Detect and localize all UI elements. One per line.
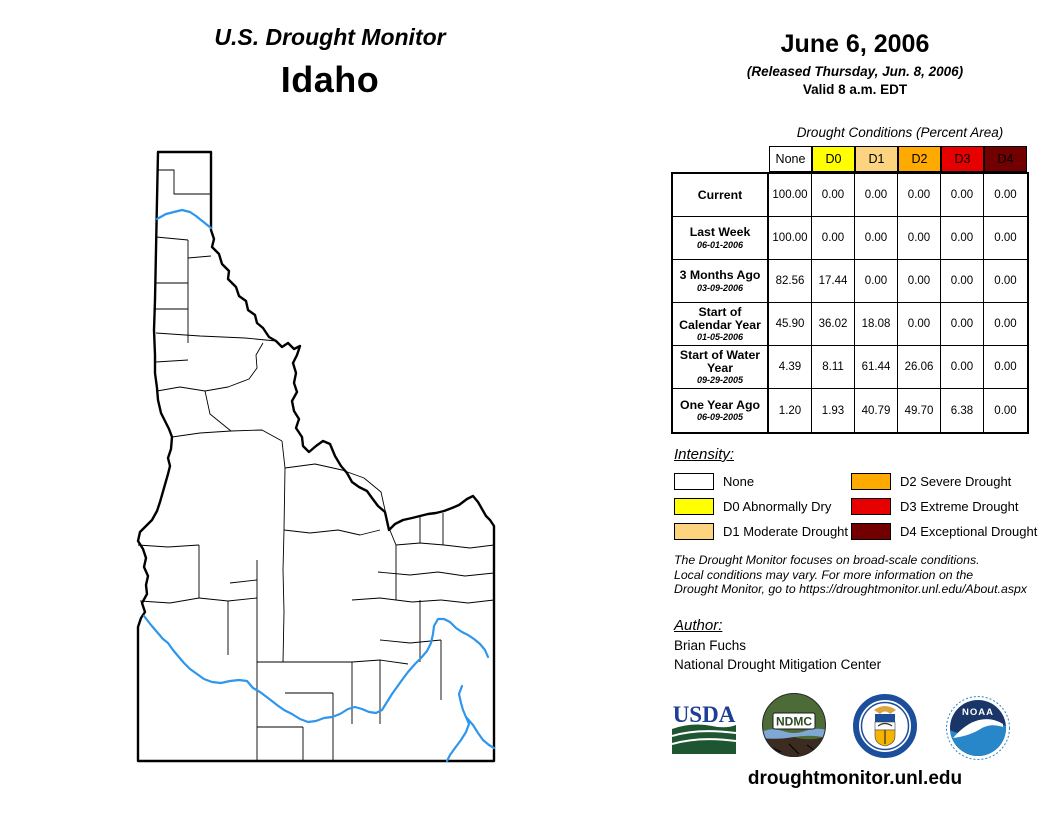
table-cell: 45.90	[769, 303, 812, 346]
author-name: Brian Fuchs	[674, 638, 747, 653]
table-cell: 18.08	[855, 303, 898, 346]
state-name: Idaho	[280, 59, 380, 100]
table-cell: 8.11	[812, 346, 855, 389]
legend-item-d3: D3 Extreme Drought	[851, 494, 1030, 519]
idaho-state-outline	[136, 150, 496, 763]
legend-swatch-d1	[674, 523, 714, 540]
legend-item-d0: D0 Abnormally Dry	[674, 494, 851, 519]
table-cell: 0.00	[898, 303, 941, 346]
legend-swatch-d2	[851, 473, 891, 490]
legend-swatch-none	[674, 473, 714, 490]
row-label: One Year Ago 06-09-2005	[673, 389, 769, 432]
eagle-shape	[874, 706, 896, 714]
noaa-logo: NOAA	[946, 696, 1010, 760]
table-cell: 0.00	[898, 174, 941, 217]
report-title: U.S. Drought Monitor	[214, 24, 446, 50]
table-cell: 0.00	[941, 174, 984, 217]
table-cell: 40.79	[855, 389, 898, 432]
idaho-state-map	[136, 150, 496, 763]
column-header-d0: D0	[812, 146, 855, 172]
table-cell: 1.93	[812, 389, 855, 432]
river-southeast-branch	[464, 715, 496, 750]
table-cell: 1.20	[769, 389, 812, 432]
table-cell: 0.00	[984, 346, 1027, 389]
table-cell: 0.00	[855, 217, 898, 260]
intensity-legend: None D0 Abnormally Dry D1 Moderate Droug…	[674, 469, 1037, 544]
column-header-d1: D1	[855, 146, 898, 172]
noaa-logo-text: NOAA	[962, 707, 994, 718]
table-cell: 0.00	[984, 260, 1027, 303]
table-cell: 82.56	[769, 260, 812, 303]
legend-item-d4: D4 Exceptional Drought	[851, 519, 1037, 544]
table-cell: 100.00	[769, 174, 812, 217]
column-header-d3: D3	[941, 146, 984, 172]
column-header-d4: D4	[984, 146, 1027, 172]
department-of-commerce-logo	[853, 694, 917, 758]
table-cell: 26.06	[898, 346, 941, 389]
table-cell: 0.00	[941, 260, 984, 303]
ndmc-logo-text: NDMC	[776, 715, 812, 729]
table-cell: 6.38	[941, 389, 984, 432]
rivers	[142, 208, 496, 763]
river-north	[155, 208, 213, 230]
table-cell: 0.00	[855, 174, 898, 217]
table-cell: 0.00	[994, 404, 1017, 417]
drought-conditions-table: None D0 D1 D2 D3 D4 Current 100.00 0.00 …	[671, 146, 1029, 434]
table-cell: 0.00	[984, 174, 1027, 217]
author-title: Author:	[674, 617, 723, 634]
table-cell: 0.00	[898, 260, 941, 303]
legend-item-none: None	[674, 469, 851, 494]
table-cell: 17.44	[812, 260, 855, 303]
legend-item-d1: D1 Moderate Drought	[674, 519, 851, 544]
county-boundaries	[137, 169, 495, 762]
table-cell: 49.70	[898, 389, 941, 432]
footer-url: droughtmonitor.unl.edu	[747, 768, 963, 789]
title-block: U.S. Drought Monitor Idaho	[130, 24, 530, 101]
table-cell: 0.00	[855, 260, 898, 303]
table-cell: 61.44	[855, 346, 898, 389]
row-label: Current	[673, 174, 769, 217]
usda-logo-text: USDA	[673, 702, 736, 727]
table-cell: 0.00	[984, 217, 1027, 260]
row-label: Start of Water Year 09-29-2005	[673, 346, 769, 389]
table-cell: 4.39	[769, 346, 812, 389]
legend-swatch-d0	[674, 498, 714, 515]
ndmc-logo: NDMC	[762, 693, 826, 757]
row-label: 3 Months Ago 03-09-2006	[673, 260, 769, 303]
table-cell: 0.00	[941, 346, 984, 389]
map-date: June 6, 2006	[780, 30, 930, 58]
table-cell: 0.00	[941, 303, 984, 346]
river-southeast	[445, 684, 471, 763]
table-cell: 0.00	[812, 217, 855, 260]
table-cell: 0.00	[812, 174, 855, 217]
column-header-d2: D2	[898, 146, 941, 172]
author-organization: National Drought Mitigation Center	[674, 657, 882, 672]
seagull-shape	[953, 719, 1003, 738]
usda-logo: USDA	[672, 702, 736, 754]
row-label: Start of Calendar Year 01-05-2006	[673, 303, 769, 346]
table-header-row: None D0 D1 D2 D3 D4	[769, 146, 1029, 172]
legend-swatch-d4	[851, 523, 891, 540]
table-cell: 0.00	[941, 217, 984, 260]
table-title: Drought Conditions (Percent Area)	[796, 125, 1004, 140]
legend-swatch-d3	[851, 498, 891, 515]
table-cell: 0.00	[898, 217, 941, 260]
row-label: Last Week 06-01-2006	[673, 217, 769, 260]
legend-item-d2: D2 Severe Drought	[851, 469, 1030, 494]
valid-time: Valid 8 a.m. EDT	[802, 82, 908, 97]
release-date: (Released Thursday, Jun. 8, 2006)	[746, 64, 964, 79]
table-cell: 36.02	[812, 303, 855, 346]
intensity-title: Intensity:	[674, 446, 735, 463]
table-cell: 0.00	[984, 303, 1027, 346]
table-cell: 100.00	[769, 217, 812, 260]
table-body: Current 100.00 0.00 0.00 0.00 0.00 0.00 …	[671, 172, 1029, 434]
date-block: June 6, 2006 (Released Thursday, Jun. 8,…	[680, 30, 1030, 97]
column-header-none: None	[769, 146, 812, 172]
disclaimer-text: The Drought Monitor focuses on broad-sca…	[674, 553, 1027, 596]
snake-river	[142, 614, 490, 724]
